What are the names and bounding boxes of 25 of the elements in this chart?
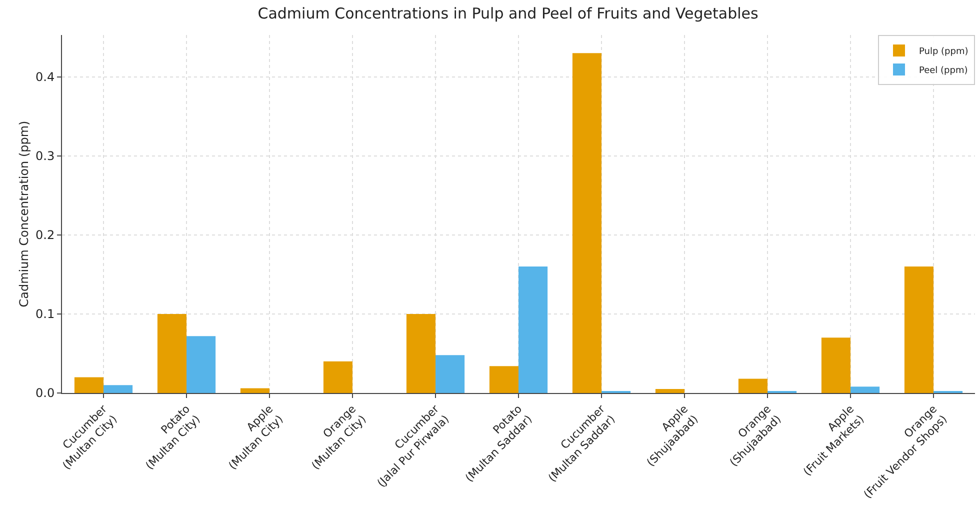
bar (186, 336, 216, 393)
bar (904, 266, 934, 393)
bar (323, 361, 352, 393)
bar (518, 266, 548, 393)
y-tick-label: 0.4 (36, 70, 55, 84)
bar (406, 314, 436, 393)
y-tick-label: 0.0 (36, 386, 55, 400)
bar (821, 338, 850, 393)
bar (572, 53, 602, 393)
legend-label: Pulp (ppm) (919, 47, 968, 58)
bar (157, 314, 186, 393)
bar (74, 377, 104, 393)
y-axis-title: Cadmium Concentration (ppm) (17, 120, 31, 308)
y-tick-label: 0.2 (36, 228, 55, 242)
bar (489, 366, 518, 393)
chart-title: Cadmium Concentrations in Pulp and Peel of Fruits and Vegetables (258, 4, 758, 22)
legend-label: Peel (ppm) (919, 66, 968, 76)
bar (436, 355, 465, 393)
y-tick-label: 0.3 (36, 149, 55, 164)
bar (655, 389, 684, 393)
bar (850, 386, 880, 393)
bar (738, 378, 768, 393)
bar (240, 388, 270, 393)
y-tick-label: 0.1 (36, 307, 55, 322)
bar (104, 385, 133, 393)
